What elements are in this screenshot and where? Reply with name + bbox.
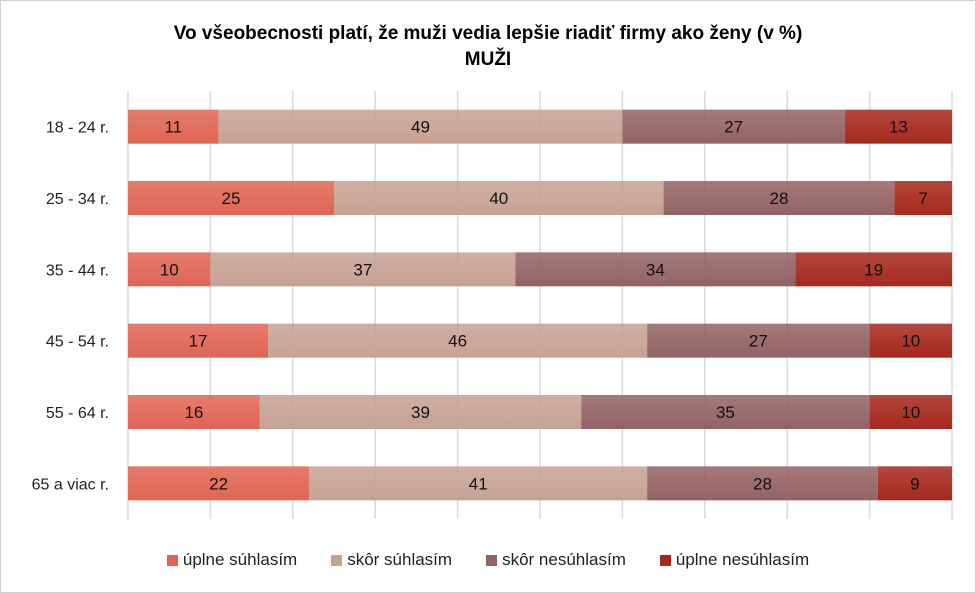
legend-item: skôr súhlasím bbox=[331, 550, 452, 570]
category-label: 55 - 64 r. bbox=[46, 405, 109, 422]
category-label: 65 a viac r. bbox=[32, 476, 109, 493]
data-label: 16 bbox=[184, 403, 203, 422]
bar-segment bbox=[663, 181, 895, 215]
bar-segment bbox=[877, 466, 952, 501]
bar-segment bbox=[128, 395, 260, 429]
legend-label: úplne nesúhlasím bbox=[675, 550, 810, 569]
bar-segment bbox=[218, 109, 623, 144]
bar-segment bbox=[128, 323, 269, 358]
data-label: 34 bbox=[646, 260, 665, 279]
legend: úplne súhlasím skôr súhlasím skôr nesúhlas… bbox=[1, 550, 975, 570]
legend-swatch bbox=[166, 554, 178, 566]
legend-label: skôr súhlasím bbox=[347, 550, 453, 569]
category-label: 18 - 24 r. bbox=[46, 120, 109, 137]
bar-segment bbox=[268, 323, 648, 358]
bar-segment bbox=[894, 181, 952, 215]
data-label: 28 bbox=[753, 474, 772, 493]
data-label: 17 bbox=[189, 332, 208, 351]
legend-swatch bbox=[486, 554, 498, 566]
bar-segment bbox=[869, 323, 952, 358]
category-label: 45 - 54 r. bbox=[46, 334, 109, 351]
data-label: 35 bbox=[716, 403, 735, 422]
legend-item: úplne súhlasím bbox=[166, 550, 298, 570]
data-label: 10 bbox=[160, 260, 179, 279]
chart-title: Vo všeobecnosti platí, že muži vedia lep… bbox=[173, 23, 803, 44]
bar-segment bbox=[128, 181, 334, 215]
legend-label: úplne súhlasím bbox=[182, 550, 298, 569]
data-label: 28 bbox=[769, 189, 788, 208]
chart-subtitle: MUŽI bbox=[464, 49, 512, 70]
data-label: 22 bbox=[209, 474, 228, 493]
bar-segment bbox=[795, 252, 952, 287]
legend-label: skôr nesúhlasím bbox=[502, 550, 626, 569]
data-label: 41 bbox=[469, 474, 488, 493]
bar-segment bbox=[128, 252, 211, 287]
category-label: 35 - 44 r. bbox=[46, 262, 109, 279]
data-label: 10 bbox=[901, 332, 920, 351]
data-label: 11 bbox=[164, 118, 182, 137]
bar-segment bbox=[581, 395, 870, 429]
legend-swatch bbox=[659, 554, 671, 566]
data-label: 37 bbox=[353, 260, 372, 279]
data-label: 40 bbox=[489, 189, 508, 208]
data-label: 7 bbox=[918, 189, 927, 208]
data-label: 25 bbox=[222, 189, 241, 208]
data-label: 19 bbox=[864, 260, 883, 279]
bar-segment bbox=[647, 466, 878, 501]
bar-segment bbox=[309, 466, 648, 501]
bar-segment bbox=[259, 395, 582, 429]
data-label: 39 bbox=[411, 403, 430, 422]
data-label: 9 bbox=[910, 474, 919, 493]
data-label: 10 bbox=[901, 403, 920, 422]
bar-segment bbox=[647, 323, 870, 358]
bar-segment bbox=[128, 466, 310, 501]
data-label: 27 bbox=[724, 118, 743, 137]
data-label: 49 bbox=[411, 118, 430, 137]
data-label: 27 bbox=[749, 332, 768, 351]
bar-segment bbox=[844, 109, 952, 144]
category-label: 25 - 34 r. bbox=[46, 191, 109, 208]
data-label: 46 bbox=[448, 332, 467, 351]
bar-segment bbox=[128, 109, 219, 144]
bar-segment bbox=[869, 395, 952, 429]
legend-swatch bbox=[331, 554, 343, 566]
bar-segment bbox=[622, 109, 845, 144]
legend-item: úplne nesúhlasím bbox=[659, 550, 810, 570]
legend-item: skôr nesúhlasím bbox=[486, 550, 626, 570]
bar-segment bbox=[515, 252, 796, 287]
bar-segment bbox=[210, 252, 516, 287]
bar-segment bbox=[334, 181, 664, 215]
data-label: 13 bbox=[889, 118, 908, 137]
